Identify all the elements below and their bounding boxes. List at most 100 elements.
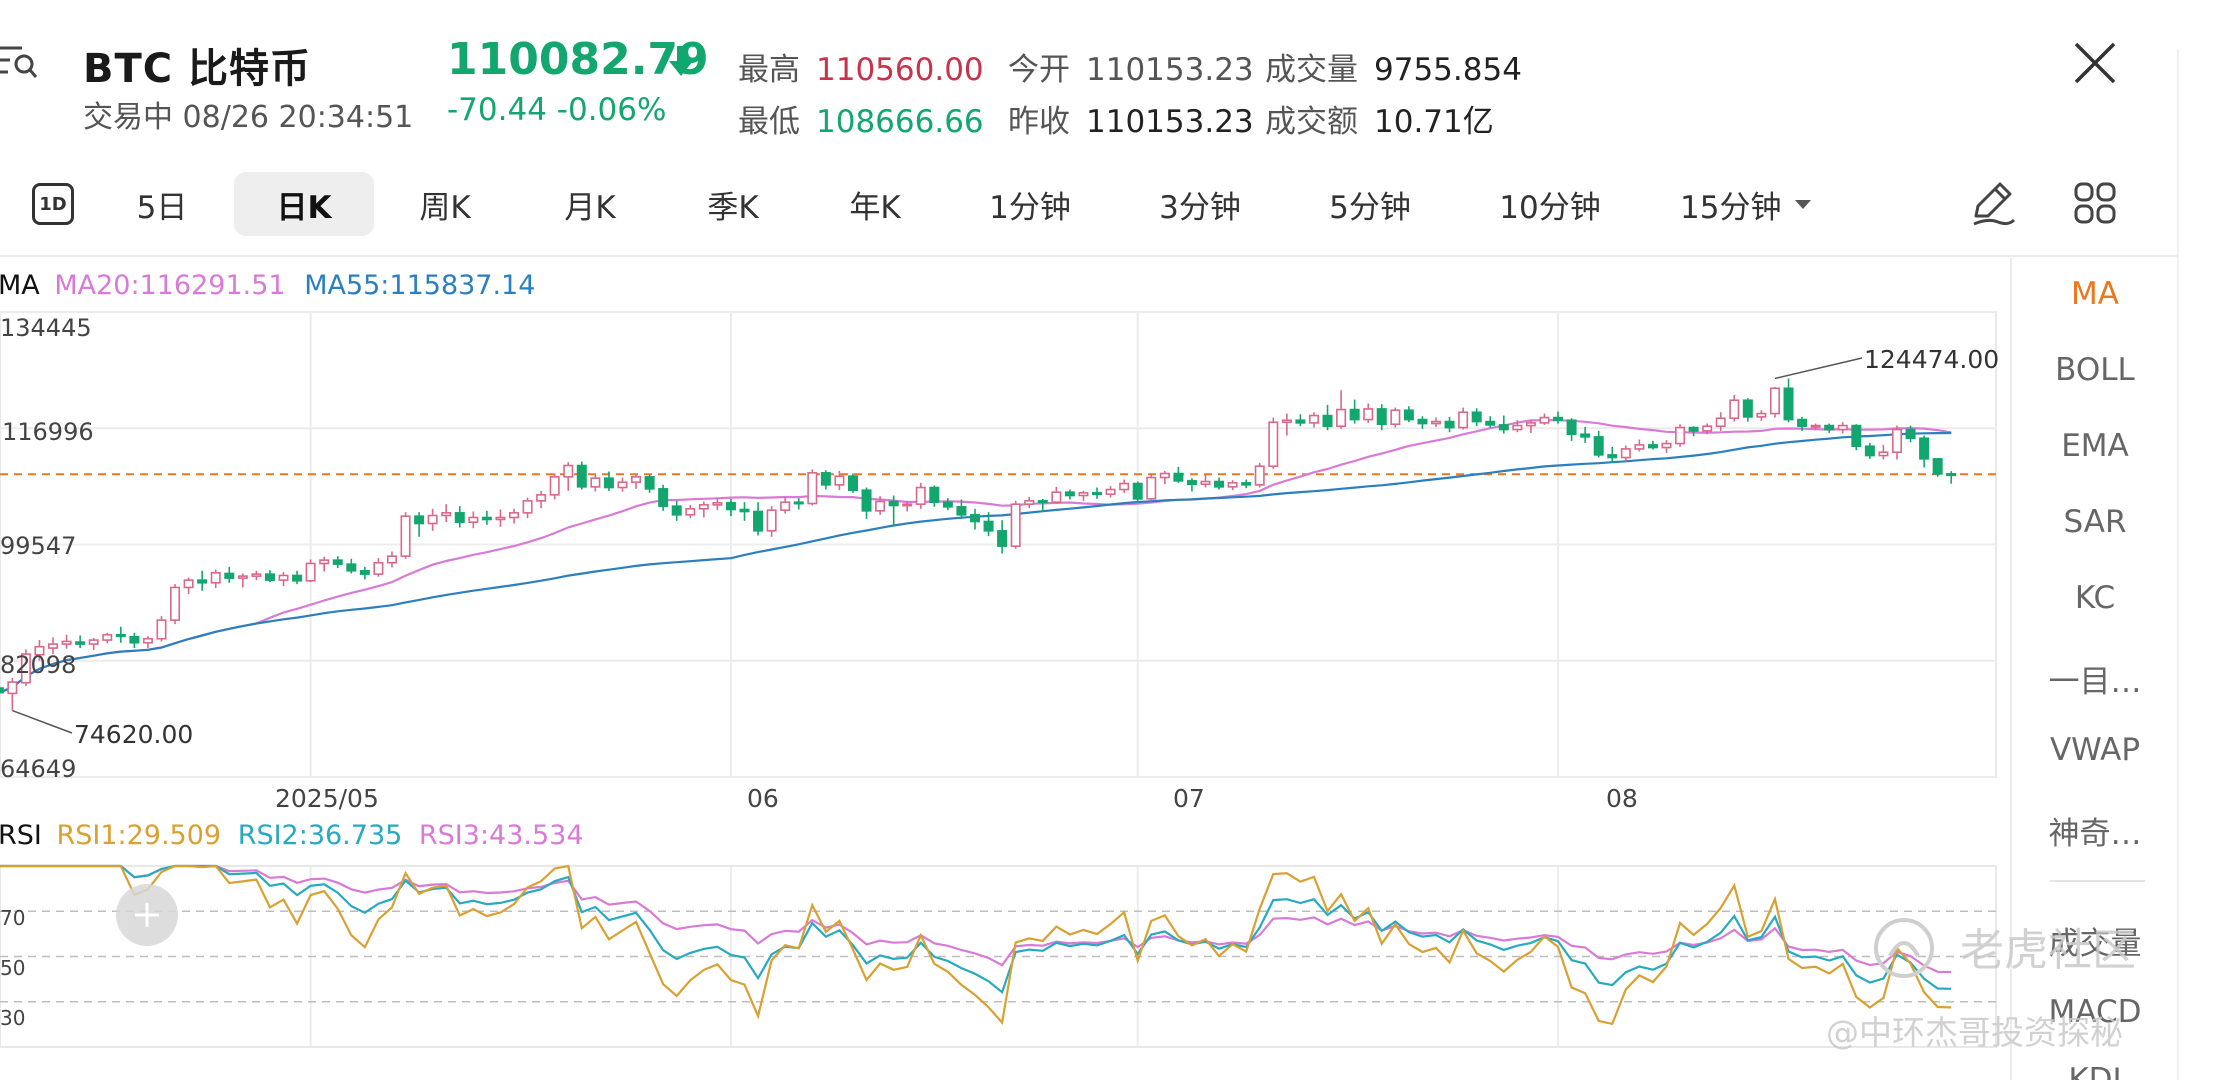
ma-legend: MA MA20:116291.51 MA55:115837.14 (0, 270, 535, 301)
indicator-ichimoku[interactable]: 一目… (2048, 664, 2142, 700)
candle (1580, 426, 1591, 443)
candle-body (1308, 414, 1319, 424)
candle (129, 632, 140, 649)
tab-5day[interactable]: 5日 (136, 189, 188, 226)
candle-body (1051, 491, 1062, 503)
indicator-ema[interactable]: EMA (2061, 428, 2129, 464)
rsi2-line (0, 864, 1952, 995)
candle (1200, 474, 1211, 488)
candle-body (1634, 444, 1645, 450)
candle (1946, 471, 1957, 484)
watermark-author: @中环杰哥投资探秘 (1826, 1013, 2123, 1052)
candle (1851, 424, 1862, 451)
pen-draw-icon[interactable] (1968, 178, 2018, 228)
stat-open-value: 110153.23 (1086, 52, 1254, 88)
tab-10min[interactable]: 10分钟 (1499, 189, 1601, 226)
candle-body (820, 472, 831, 486)
tab-monthly-k[interactable]: 月K (564, 189, 616, 226)
candle-body (1688, 426, 1699, 432)
candle (1891, 425, 1902, 460)
candle-body (20, 653, 31, 684)
ma20-line (0, 419, 1952, 694)
candle (969, 508, 981, 530)
tab-5min[interactable]: 5分钟 (1329, 189, 1411, 226)
stat-low: 最低 108666.66 (738, 96, 984, 141)
candle (1607, 446, 1618, 463)
candle (332, 556, 343, 569)
indicator-sar[interactable]: SAR (2063, 504, 2127, 540)
candle (88, 638, 99, 651)
kline-chart[interactable] (0, 0, 2010, 1080)
right-edge-divider (2177, 50, 2179, 1080)
candle (1783, 378, 1794, 423)
indicator-kc[interactable]: KC (2074, 580, 2116, 616)
candle-body (1729, 399, 1740, 420)
close-icon[interactable] (2070, 38, 2120, 88)
candle-body (1620, 448, 1631, 459)
candle-body (536, 494, 547, 502)
candle (1336, 390, 1347, 429)
candle (1119, 479, 1130, 493)
tab-3min[interactable]: 3分钟 (1159, 189, 1241, 226)
candle-body (1200, 480, 1211, 485)
candle-body (590, 477, 601, 488)
candle-body (1485, 420, 1496, 426)
stat-turnover-value: 10.71亿 (1374, 104, 1494, 140)
stat-volume-label: 成交量 (1265, 52, 1358, 88)
y-tick-label: 134445 (0, 314, 92, 342)
chevron-down-icon (1795, 199, 1812, 209)
candle-body (563, 464, 574, 478)
tab-quarterly-k[interactable]: 季K (707, 189, 759, 226)
candle (509, 508, 520, 524)
add-indicator-button[interactable] (116, 884, 178, 946)
candle-body (522, 500, 533, 514)
candle (1702, 423, 1713, 435)
tab-15min-dropdown[interactable]: 15分钟 (1680, 172, 1820, 236)
candle-body (1783, 387, 1794, 421)
candle (712, 498, 723, 511)
candle (644, 474, 655, 493)
candle-body (956, 506, 967, 516)
stat-prev-close-value: 110153.23 (1086, 104, 1254, 140)
candle (1132, 481, 1143, 503)
candle-body (1607, 454, 1618, 459)
indicator-macd[interactable]: MACD (2048, 994, 2142, 1030)
candle (1661, 440, 1672, 453)
indicator-kdj[interactable]: KDJ (2068, 1062, 2122, 1080)
tab-daily-k[interactable]: 日K (234, 172, 374, 236)
candle-body (441, 512, 452, 517)
candle-body (1675, 426, 1686, 445)
indicator-boll[interactable]: BOLL (2055, 352, 2135, 388)
candle-body (88, 639, 99, 645)
candle (1932, 458, 1943, 477)
candle-body (1647, 444, 1658, 449)
candle-body (7, 681, 18, 695)
candle-body (861, 489, 872, 512)
candle-body (942, 501, 953, 508)
candle-body (753, 510, 764, 532)
candle-body (807, 472, 818, 505)
indicator-magic[interactable]: 神奇… (2048, 816, 2142, 852)
candle-body (1851, 424, 1862, 448)
y-tick-label: 99547 (0, 532, 77, 560)
menu-search-icon[interactable] (0, 40, 40, 84)
candle-body (739, 508, 750, 513)
stat-open: 今开 110153.23 (1008, 44, 1254, 89)
indicator-vwap[interactable]: VWAP (2049, 732, 2141, 768)
candle-body (1254, 465, 1265, 486)
candle (820, 470, 831, 490)
candle-body (793, 501, 804, 505)
layout-grid-icon[interactable] (2074, 182, 2116, 224)
candle (1268, 417, 1279, 469)
tab-yearly-k[interactable]: 年K (849, 189, 901, 226)
period-1d-icon[interactable]: 1D (32, 183, 74, 225)
indicator-volume[interactable]: 成交量 (2048, 926, 2142, 962)
candle (481, 510, 492, 525)
candle-body (373, 562, 384, 575)
tab-1min[interactable]: 1分钟 (989, 189, 1071, 226)
candle (1905, 425, 1916, 443)
candle (400, 512, 411, 559)
tab-weekly-k[interactable]: 周K (419, 189, 471, 226)
indicator-ma[interactable]: MA (2071, 276, 2119, 312)
candle-body (75, 641, 86, 645)
